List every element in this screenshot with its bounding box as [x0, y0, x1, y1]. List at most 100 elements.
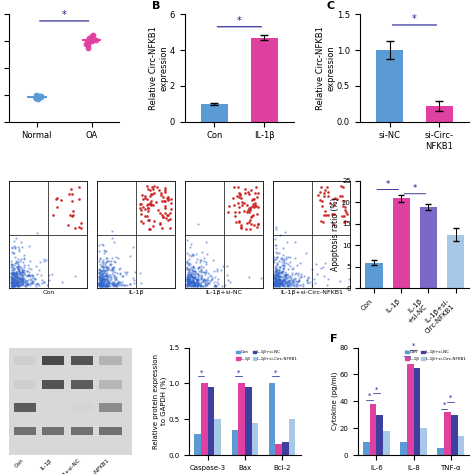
- Point: [287, 273, 294, 281]
- Point: [104, 275, 112, 283]
- Point: [155, 206, 162, 214]
- Point: [10, 270, 18, 277]
- Point: [200, 254, 207, 262]
- Point: [271, 279, 279, 286]
- Point: [8, 261, 15, 268]
- Point: [98, 277, 106, 285]
- Point: [293, 262, 301, 269]
- Point: [38, 276, 46, 283]
- Point: [101, 259, 109, 267]
- Point: [184, 279, 192, 286]
- Point: [272, 274, 279, 282]
- Point: [147, 191, 155, 198]
- Point: [273, 281, 281, 289]
- Point: [16, 266, 23, 274]
- Point: [198, 282, 205, 290]
- Point: [24, 282, 31, 289]
- Point: [103, 276, 111, 283]
- Point: [9, 281, 16, 288]
- Point: [275, 264, 283, 271]
- Point: [13, 273, 20, 280]
- Text: Con: Con: [14, 458, 25, 469]
- Point: [107, 266, 114, 273]
- Point: [96, 269, 104, 277]
- Point: [115, 279, 122, 286]
- Point: [196, 282, 204, 289]
- Point: [187, 263, 194, 271]
- Text: IL-1β+si-Circ-NFKB1: IL-1β+si-Circ-NFKB1: [68, 458, 110, 474]
- Point: [21, 281, 29, 289]
- Point: [11, 280, 19, 287]
- Point: [100, 274, 108, 282]
- Point: [190, 274, 197, 282]
- Point: [254, 190, 262, 197]
- Point: [201, 279, 209, 287]
- Point: [116, 264, 124, 272]
- Point: [15, 281, 22, 288]
- Point: [187, 279, 195, 287]
- Point: [110, 282, 118, 289]
- Point: [186, 273, 193, 281]
- Point: [275, 277, 283, 284]
- Point: [183, 276, 191, 284]
- Point: [287, 282, 294, 290]
- Point: [14, 264, 21, 272]
- Point: [284, 271, 292, 278]
- Point: [275, 270, 283, 277]
- Point: [250, 203, 258, 211]
- Point: [144, 207, 152, 215]
- Point: [192, 275, 200, 283]
- Point: [57, 196, 64, 203]
- Point: [283, 281, 291, 288]
- Point: [8, 282, 15, 290]
- Point: [109, 279, 117, 286]
- Point: [105, 265, 113, 273]
- Point: [284, 282, 292, 290]
- Point: [18, 274, 26, 282]
- Point: [147, 200, 155, 208]
- Point: [193, 283, 201, 290]
- Point: [18, 278, 26, 286]
- Point: [271, 282, 279, 289]
- Point: [10, 282, 18, 290]
- Point: [26, 271, 33, 279]
- Point: [96, 272, 104, 280]
- Point: [190, 251, 197, 259]
- Point: [23, 279, 30, 287]
- Point: [96, 282, 103, 289]
- Point: [186, 244, 194, 251]
- Point: [9, 282, 17, 289]
- Point: [275, 279, 283, 286]
- Point: [184, 280, 192, 288]
- Point: [271, 262, 279, 270]
- Point: [117, 280, 125, 288]
- Point: [275, 277, 283, 284]
- Point: [103, 283, 110, 290]
- Point: [199, 248, 206, 255]
- Point: [272, 281, 279, 289]
- Point: [19, 266, 27, 273]
- Point: [281, 279, 288, 287]
- Point: [186, 281, 193, 289]
- Point: [8, 272, 16, 279]
- Point: [187, 280, 194, 287]
- Point: [104, 281, 112, 289]
- Point: [84, 41, 91, 49]
- Point: [160, 213, 167, 220]
- Point: [15, 243, 22, 250]
- Point: [253, 210, 261, 218]
- Point: [158, 224, 165, 232]
- Bar: [457, 436, 464, 455]
- Point: [272, 273, 279, 281]
- Point: [98, 268, 105, 275]
- Point: [273, 282, 281, 289]
- Point: [8, 260, 15, 267]
- Point: [126, 252, 133, 260]
- Point: [204, 276, 212, 283]
- Point: [103, 254, 111, 262]
- Point: [280, 282, 287, 290]
- Point: [184, 274, 191, 282]
- Point: [32, 91, 39, 99]
- Point: [101, 272, 109, 279]
- Point: [235, 183, 242, 191]
